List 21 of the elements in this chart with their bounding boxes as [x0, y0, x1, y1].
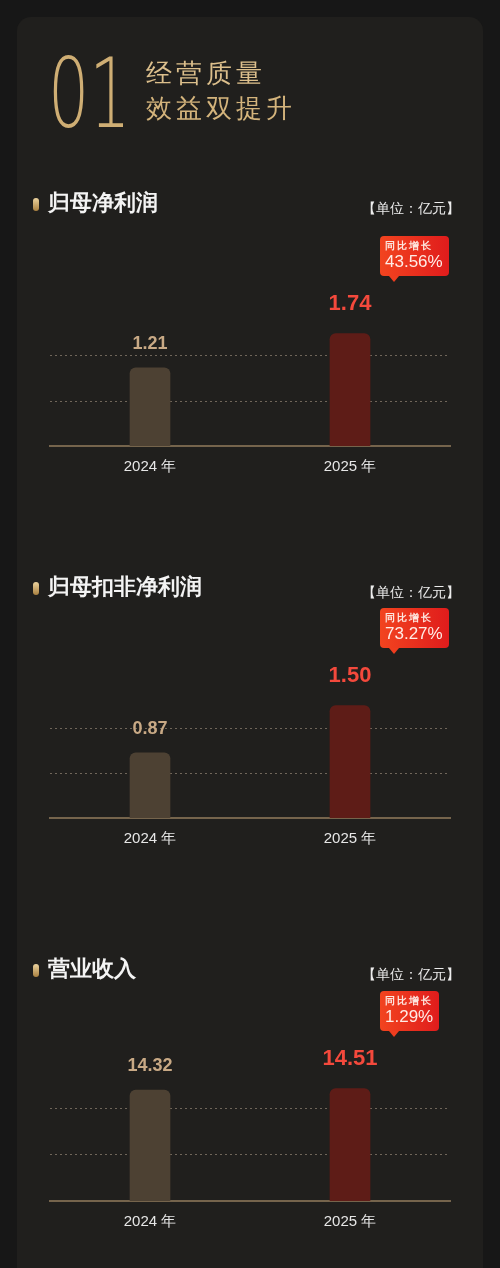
chart-title: 归母净利润 — [48, 190, 158, 216]
text: 01 — [48, 37, 131, 150]
data-label: 1.50 — [328, 661, 372, 687]
text: 经营质量 — [146, 58, 266, 88]
chart-subtitle: 【单位：亿元】 — [362, 583, 460, 601]
x-tick-label: 2024 年 — [123, 829, 177, 847]
data-label: 1.74 — [328, 289, 373, 315]
data-label: 14.32 — [127, 1054, 173, 1075]
data-label: 14.51 — [322, 1044, 378, 1070]
data-label: 1.21 — [132, 332, 168, 353]
x-tick-label: 2025 年 — [323, 457, 377, 475]
chart-title: 营业收入 — [48, 956, 136, 982]
x-tick-label: 2024 年 — [123, 457, 177, 475]
x-tick-label: 2025 年 — [323, 829, 377, 847]
chart-subtitle: 【单位：亿元】 — [362, 199, 460, 217]
text: 效益双提升 — [146, 93, 296, 123]
chart-subtitle: 【单位：亿元】 — [362, 965, 460, 983]
data-label: 0.87 — [132, 717, 168, 738]
x-tick-label: 2024 年 — [123, 1212, 177, 1230]
chart-title: 归母扣非净利润 — [48, 574, 202, 600]
x-tick-label: 2025 年 — [323, 1212, 377, 1230]
